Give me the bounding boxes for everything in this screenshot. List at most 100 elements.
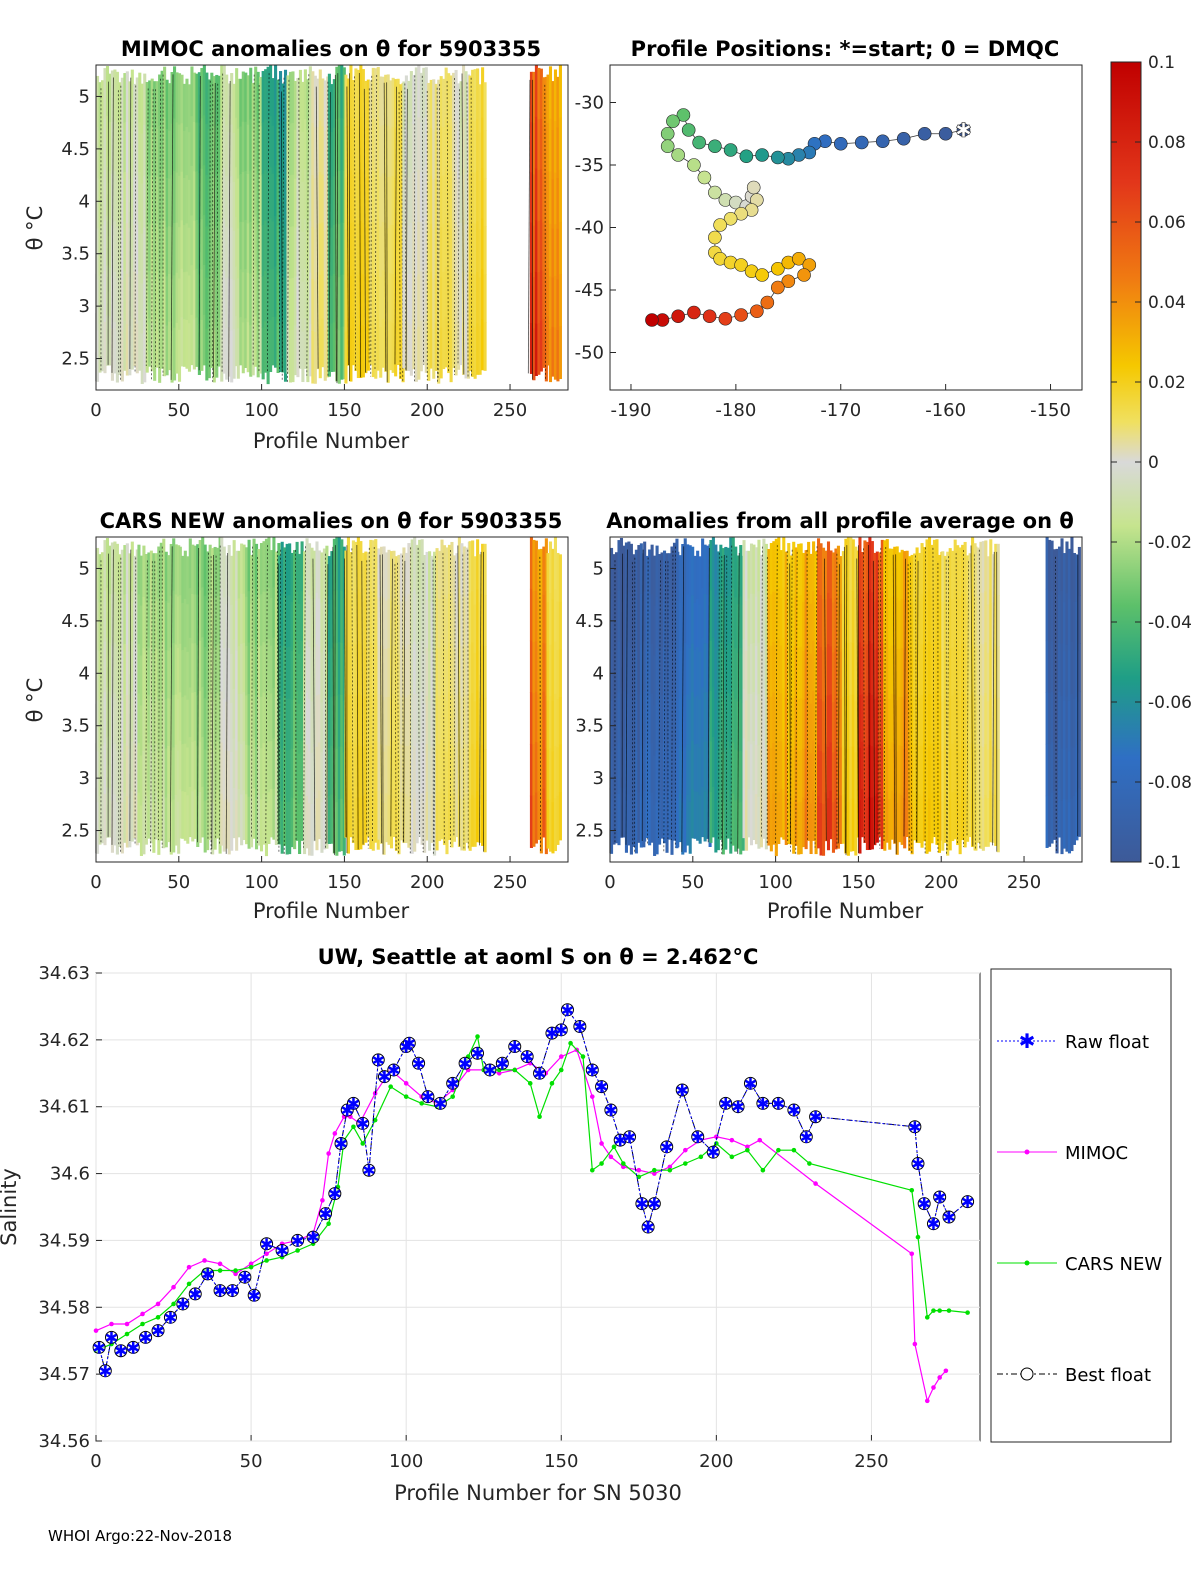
heatmap-cell (648, 697, 652, 747)
heatmap-cell (624, 542, 628, 595)
heatmap-cell (915, 596, 919, 647)
contour-line (169, 546, 173, 852)
heatmap-cell (332, 273, 336, 324)
salinity-title: UW, Seattle at aoml S on θ = 2.462°C (318, 945, 759, 969)
data-point-mimoc (620, 1164, 626, 1170)
data-point-raw-float: ✱ (719, 1094, 732, 1113)
heatmap-cell (450, 592, 454, 645)
heatmap-cell (807, 790, 811, 841)
heatmap-cell (946, 753, 950, 806)
heatmap-cell (439, 277, 443, 329)
heatmap-cell (135, 697, 139, 747)
heatmap-cell (905, 598, 909, 647)
heatmap-cell (108, 316, 112, 366)
heatmap-cell (542, 643, 546, 693)
heatmap-cell (142, 648, 146, 701)
heatmap-cell (632, 554, 636, 604)
heatmap-cell (937, 604, 941, 655)
profile-position-marker (797, 268, 811, 282)
heatmap-cell (1065, 593, 1069, 646)
heatmap-cell (283, 69, 288, 123)
contour-line (867, 545, 871, 850)
heatmap-cell (274, 600, 278, 650)
heatmap-cell (340, 222, 344, 276)
heatmap-cell (930, 793, 934, 844)
heatmap-cell (996, 749, 1000, 801)
heatmap-cell (142, 802, 146, 855)
heatmap-cell (885, 690, 889, 742)
heatmap-cell (288, 226, 293, 280)
heatmap-cell (295, 541, 299, 593)
heatmap-cell (267, 588, 271, 640)
heatmap-cell (937, 554, 941, 606)
heatmap-cell (888, 799, 892, 850)
heatmap-cell (878, 552, 882, 601)
heatmap-cell (792, 645, 796, 699)
heatmap-cell (747, 741, 751, 790)
y-tick-label: 2.5 (575, 821, 604, 842)
heatmap-cell (108, 788, 112, 838)
heatmap-cell (215, 225, 219, 277)
heatmap-cell (672, 592, 677, 643)
heatmap-cell (777, 792, 781, 845)
heatmap-cell (213, 546, 217, 598)
heatmap-cell (283, 745, 287, 797)
heatmap-cell (1062, 700, 1067, 751)
heatmap-cell (759, 749, 763, 799)
heatmap-cell (280, 801, 284, 854)
heatmap-cell (769, 799, 773, 852)
heatmap-cell (986, 797, 990, 847)
legend-mimoc: MIMOC (997, 1143, 1128, 1164)
heatmap-cell (192, 220, 196, 271)
x-tick-label: -180 (715, 400, 756, 421)
data-point-cars-new (372, 1117, 378, 1123)
heatmap-cell (465, 793, 469, 843)
heatmap-cell (337, 641, 341, 695)
heatmap-cell (376, 117, 380, 169)
heatmap-cell (809, 703, 813, 755)
data-point-raw-float: ✱ (917, 1195, 930, 1214)
heatmap-cell (397, 654, 401, 705)
heatmap-cell (354, 695, 358, 748)
heatmap-cell (772, 793, 776, 845)
heatmap-cell (394, 79, 398, 130)
heatmap-cell (1055, 802, 1059, 854)
heatmap-cell (230, 752, 234, 802)
data-point-best-float (933, 1190, 947, 1204)
heatmap-cell (120, 802, 124, 854)
heatmap-cell (215, 125, 219, 177)
heatmap-cell (155, 81, 159, 130)
heatmap-cell (135, 274, 139, 325)
heatmap-cell (858, 747, 862, 801)
heatmap-cell (425, 791, 429, 841)
heatmap-cell (153, 280, 157, 331)
heatmap-cell (941, 700, 945, 752)
heatmap-cell (432, 129, 436, 180)
heatmap-cell (389, 273, 393, 322)
heatmap-cell (787, 643, 791, 694)
heatmap-cell (417, 274, 421, 328)
heatmap-cell (269, 550, 273, 599)
heatmap-cell (197, 72, 201, 124)
heatmap-cell (220, 118, 224, 172)
heatmap-cell (797, 647, 801, 700)
heatmap-cell (769, 696, 773, 749)
heatmap-cell (361, 552, 365, 603)
heatmap-cell (614, 697, 619, 747)
data-point-raw-float: ✱ (648, 1195, 661, 1214)
allavg-title: Anomalies from all profile average on θ (606, 509, 1074, 533)
heatmap-cell (888, 748, 892, 800)
heatmap-cell (205, 175, 209, 227)
heatmap-cell (170, 72, 174, 125)
heatmap-cell (678, 746, 682, 795)
heatmap-cell (187, 132, 191, 181)
heatmap-cell (100, 177, 105, 227)
heatmap-cell (281, 179, 285, 229)
heatmap-cell (558, 697, 562, 746)
heatmap-cell (799, 801, 803, 855)
heatmap-cell (459, 175, 463, 224)
heatmap-cell (724, 647, 728, 699)
heatmap-cell (382, 700, 386, 753)
heatmap-cell (404, 124, 408, 175)
heatmap-cell (386, 228, 390, 281)
